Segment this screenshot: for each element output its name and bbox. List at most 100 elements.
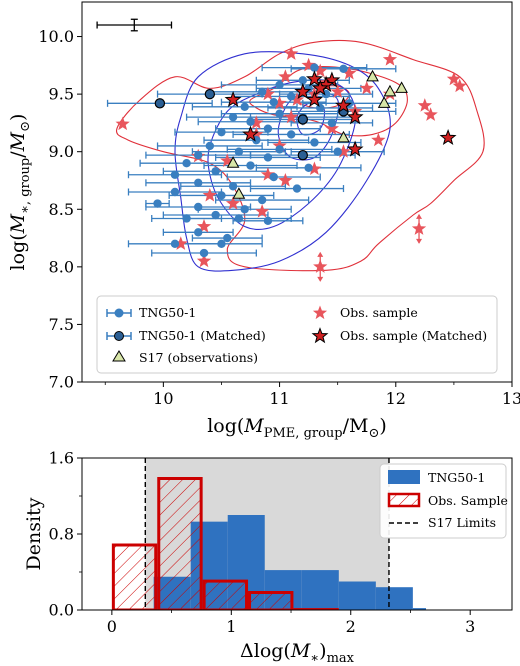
legend-item-obs: Obs. sample [312, 305, 418, 320]
svg-text:log(MPME, group/M⊙): log(MPME, group/M⊙) [207, 415, 387, 441]
tng-point-49 [170, 239, 180, 249]
tng-point-41 [194, 202, 203, 212]
scatter-axes-frame [81, 1, 513, 383]
obs-matched-star-8 [346, 108, 364, 125]
tng-point-8 [269, 97, 278, 107]
histogram-x-axis-label: Δlog(M∗)max [240, 640, 355, 666]
scatter-y-tick-4: 9.0 [49, 142, 74, 161]
obs-sample-star-38 [196, 253, 212, 268]
tng-point-31 [211, 167, 220, 176]
obs-sample-star-1 [382, 52, 398, 66]
obs-matched-star-0 [305, 70, 323, 87]
tng-point-43 [211, 210, 220, 220]
scatter-x-tick-2: 12 [386, 389, 406, 408]
obs-sample-star-19 [423, 107, 438, 121]
legend-item-tng: TNG50-1 [106, 305, 196, 320]
scatter-y-axis-label: log(M∗, group/M⊙) [7, 114, 33, 271]
tng-point-26 [194, 150, 203, 160]
tng-point-37 [170, 187, 180, 197]
histogram-y-tick-1: 0.8 [49, 525, 74, 544]
scatter-panel: 10 11 12 13 7.0 7.5 8.0 8.5 9.0 9.5 10.0 TNG50-1 T… [7, 1, 520, 441]
tng-point-50 [217, 239, 226, 249]
legend-label-obs-matched: Obs. sample (Matched) [340, 328, 487, 343]
obs-matched-star-7 [335, 96, 352, 113]
tng-point-39 [257, 195, 267, 205]
tng-point-13 [228, 112, 238, 122]
tng-point-51 [199, 248, 209, 258]
obs-sample-star-21 [249, 115, 264, 129]
s17-point-2 [383, 84, 397, 97]
tng-point-34 [194, 178, 203, 187]
obs-sample-star-2 [301, 57, 316, 72]
obs-sample-star-32 [278, 173, 293, 187]
tng-point-28 [182, 159, 191, 168]
scatter-y-tick-6: 10.0 [38, 27, 74, 46]
tng-point-3 [275, 80, 284, 90]
obs-matched-star-11 [439, 128, 457, 146]
obs-sample-star-5 [278, 69, 293, 83]
scatter-points [115, 46, 467, 282]
scatter-x-tick-1: 11 [269, 389, 289, 408]
obs-sample-star-7 [452, 78, 467, 93]
obs-sample-star-11 [260, 86, 276, 101]
obs-bar-0 [111, 543, 158, 610]
tng-matched-point-0 [204, 88, 216, 100]
legend-item-tng-matched: TNG50-1 (Matched) [106, 328, 266, 343]
tng-point-23 [275, 145, 284, 154]
obs-sample-star-9 [359, 80, 374, 95]
histogram-x-tick-0: 0 [107, 617, 117, 636]
obs-sample-star-0 [284, 46, 299, 60]
obs-sample-star-23 [324, 121, 339, 135]
legend-label-tng: TNG50-1 [139, 305, 196, 320]
tng-point-24 [234, 147, 244, 156]
obs-sample-star-16 [417, 98, 432, 112]
tng-point-27 [263, 153, 273, 162]
tng-point-1 [339, 64, 348, 73]
tng-matched-point-3 [297, 114, 309, 125]
tng-point-45 [234, 214, 244, 223]
obs-sample-star-36 [196, 219, 212, 233]
histogram-ticks: 0 1 2 3 0.0 0.8 1.6 [49, 449, 476, 637]
histogram-legend: TNG50-1 Obs. Sample S17 Limits [379, 463, 508, 539]
histogram-panel: 0 1 2 3 0.0 0.8 1.6 TNG50-1 Obs. Sample S17 Li… [23, 449, 513, 666]
obs-matched-star-9 [242, 125, 259, 142]
tng-point-42 [240, 205, 249, 214]
histogram-bars [111, 458, 426, 610]
tng-point-44 [182, 214, 191, 223]
obs-matched-star-10 [346, 140, 364, 157]
s17-point-3 [377, 96, 391, 108]
s17-point-4 [337, 130, 350, 143]
obs-sample-star-27 [336, 144, 351, 158]
legend-item-s17-limits: S17 Limits [389, 515, 496, 530]
histogram-y-tick-2: 1.6 [49, 449, 74, 468]
legend-item-obs-hist: Obs. Sample [387, 492, 508, 508]
obs-bar-1 [157, 477, 203, 610]
tng-point-40 [153, 199, 162, 208]
tng-point-5 [257, 87, 267, 97]
scatter-y-tick-3: 8.5 [49, 200, 74, 219]
tng-point-2 [298, 76, 308, 85]
tng-point-32 [170, 170, 180, 179]
svg-text:Δlog(M∗)max: Δlog(M∗)max [240, 640, 355, 666]
tng-point-33 [269, 172, 278, 182]
tng-point-19 [286, 130, 296, 139]
obs-sample-star-25 [371, 132, 386, 147]
histogram-y-axis-label: Density [23, 497, 45, 570]
obs-sample-star-10 [330, 84, 345, 98]
scatter-y-tick-2: 8.0 [49, 257, 74, 276]
obs-sample-star-30 [307, 161, 322, 175]
tng-point-21 [310, 138, 319, 147]
legend-label-obs-hist: Obs. Sample [428, 493, 508, 508]
tng-point-47 [194, 228, 203, 237]
obs-sample-star-14 [289, 92, 305, 106]
tng-point-17 [263, 124, 273, 133]
s17-point-6 [232, 187, 246, 199]
obs-sample-star-4 [342, 65, 357, 80]
histogram-x-tick-3: 3 [465, 617, 475, 636]
legend-label-obs: Obs. sample [340, 305, 418, 320]
obs-matched-star-6 [305, 90, 323, 108]
scatter-y-tick-1: 7.5 [49, 315, 74, 334]
scatter-y-tick-5: 9.5 [49, 85, 74, 104]
obs-upper-limit-0 [411, 213, 427, 244]
